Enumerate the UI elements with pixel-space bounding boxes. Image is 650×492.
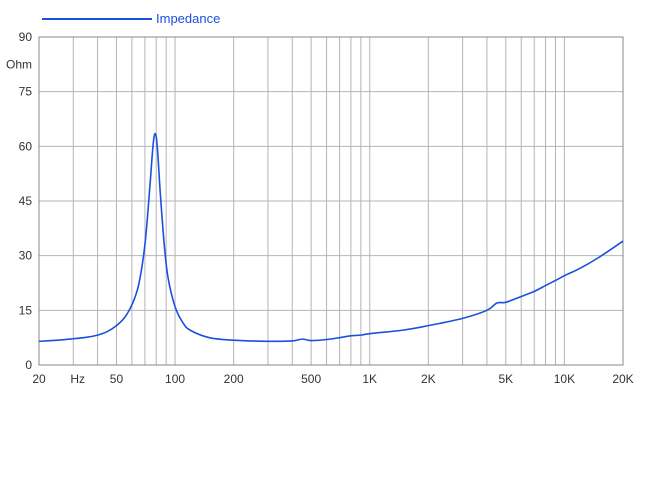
grid-lines — [38, 36, 624, 366]
y-tick-label: 15 — [19, 303, 33, 317]
x-tick-label: 500 — [301, 372, 321, 386]
y-axis-ticks: 0 15 30 45 60 75 90 — [19, 30, 33, 372]
y-tick-label: 75 — [19, 85, 33, 99]
x-tick-label: 200 — [224, 372, 244, 386]
x-tick-label: 50 — [110, 372, 124, 386]
y-tick-label: 90 — [19, 30, 33, 44]
x-axis-label: Hz — [70, 372, 85, 386]
y-tick-label: 60 — [19, 139, 33, 153]
x-tick-label: 20K — [612, 372, 633, 386]
x-tick-label: 1K — [362, 372, 377, 386]
y-axis-label: Ohm — [6, 57, 32, 71]
x-tick-label: 100 — [165, 372, 185, 386]
x-tick-label: 10K — [554, 372, 575, 386]
y-tick-label: 45 — [19, 194, 33, 208]
legend-label-impedance: Impedance — [156, 11, 220, 26]
plot-frame — [38, 36, 624, 366]
series-group — [38, 132, 624, 343]
x-tick-label: 5K — [498, 372, 513, 386]
y-tick-label: 0 — [25, 358, 32, 372]
x-tick-label: 2K — [421, 372, 436, 386]
legend: Impedance — [42, 11, 220, 26]
y-tick-label: 30 — [19, 249, 33, 263]
series-line-impedance — [38, 132, 624, 343]
x-axis-ticks: 20 50 100 200 500 1K 2K 5K 10K 20K — [32, 372, 633, 386]
x-tick-label: 20 — [32, 372, 46, 386]
